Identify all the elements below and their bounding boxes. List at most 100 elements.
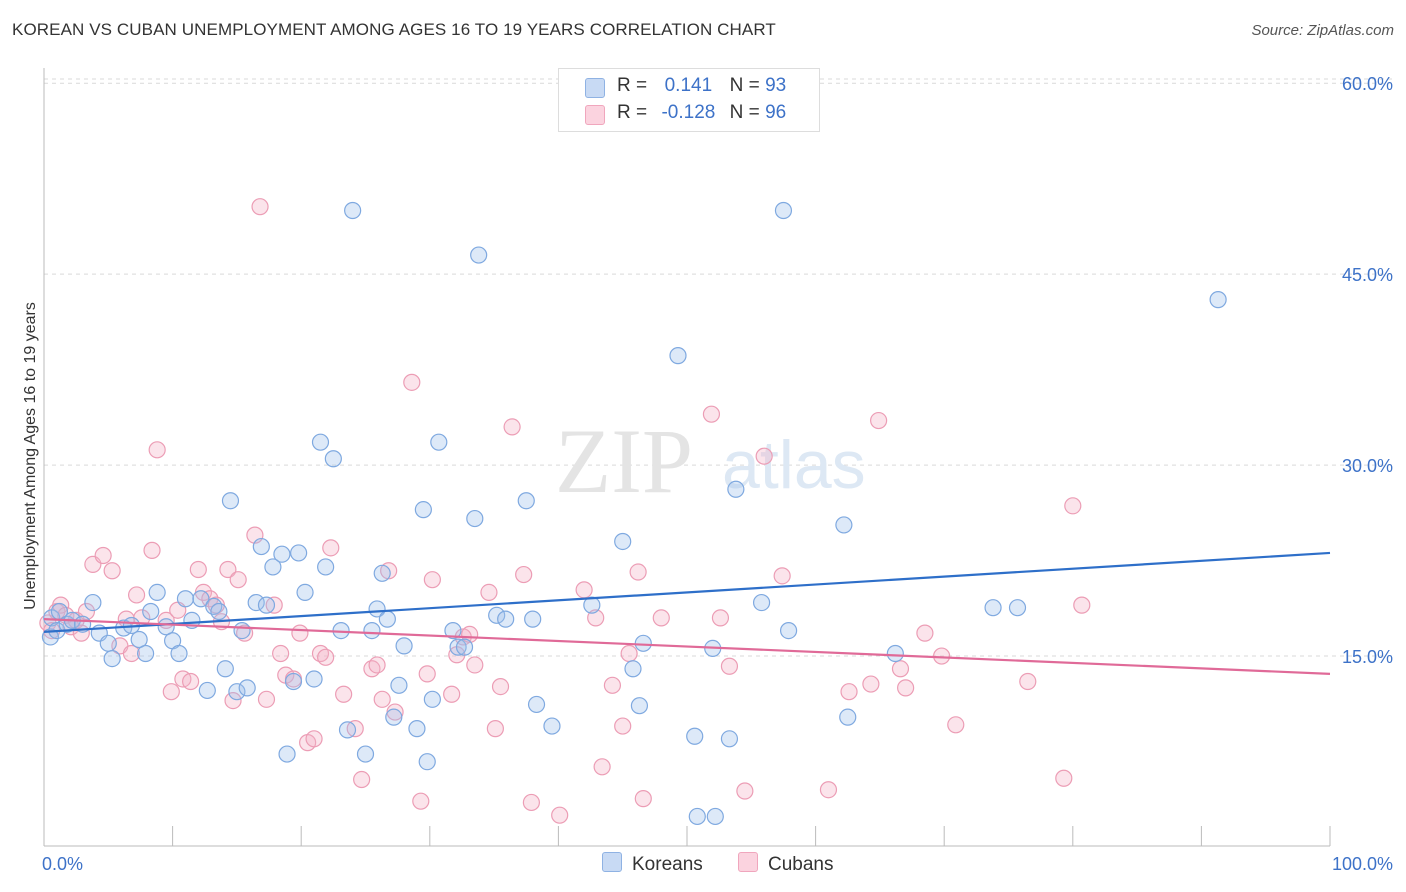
korean-point (720, 730, 739, 748)
korean-point (430, 433, 448, 451)
cuban-point (620, 644, 638, 663)
korean-point (497, 610, 515, 628)
korean-point (752, 593, 771, 612)
cuban-point (840, 683, 858, 701)
korean-point (228, 683, 246, 701)
cuban-point (1055, 769, 1073, 787)
korean-point (221, 492, 240, 510)
cuban-point (575, 581, 593, 599)
korean-point (669, 347, 687, 365)
cuban-point (94, 546, 112, 565)
korean-point (686, 727, 704, 745)
legend-n-value-cubans: 96 (765, 102, 787, 123)
chart-title: KOREAN VS CUBAN UNEMPLOYMENT AMONG AGES … (12, 20, 776, 39)
legend-r-label: R = (617, 75, 648, 96)
korean-point (170, 644, 188, 663)
korean-point (835, 516, 853, 534)
cuban-point (148, 441, 166, 459)
korean-point (414, 501, 432, 519)
korean-point (205, 597, 223, 616)
cuban-point (634, 790, 652, 808)
korean-point (290, 544, 308, 562)
cuban-point (189, 560, 207, 579)
korean-point (148, 583, 166, 602)
korean-point (706, 807, 724, 826)
y-tick-label: 45.0% (1342, 265, 1393, 285)
korean-point (455, 638, 474, 656)
cuban-point (52, 596, 70, 614)
korean-point (338, 721, 357, 739)
cuban-point (127, 586, 146, 604)
korean-point (273, 545, 291, 563)
korean-point (543, 717, 561, 735)
cuban-point (103, 562, 121, 580)
korean-point (363, 621, 381, 640)
korean-point (1008, 599, 1027, 617)
legend-r-label: R = (617, 102, 648, 123)
cuban-point (272, 644, 290, 663)
cuban-point (603, 676, 622, 694)
korean-point (1209, 291, 1227, 309)
cuban-point (870, 411, 888, 430)
legend-n-label: N = (729, 102, 760, 123)
bottom-legend-swatch-cubans (738, 852, 758, 872)
korean-point (192, 590, 210, 608)
korean-point (264, 558, 282, 576)
cuban-point (77, 602, 96, 621)
y-axis-label: Unemployment Among Ages 16 to 19 years (22, 302, 39, 610)
korean-point (984, 599, 1002, 617)
bottom-legend-swatch-koreans (602, 852, 622, 872)
cuban-point (862, 675, 880, 693)
watermark-atlas: atlas (722, 427, 866, 503)
korean-point (527, 695, 546, 714)
korean-point (296, 583, 314, 602)
korean-point (517, 492, 535, 510)
cuban-point (317, 648, 335, 666)
korean-point (774, 201, 793, 220)
cuban-point (143, 541, 161, 559)
korean-point (839, 708, 857, 726)
korean-point (157, 618, 175, 636)
cuban-point (412, 792, 430, 810)
cuban-point (736, 782, 754, 800)
korean-point (466, 509, 484, 528)
cuban-point (335, 685, 353, 703)
cuban-point (480, 583, 498, 602)
cuban-point (629, 563, 647, 581)
korean-point (423, 690, 441, 708)
korean-point (378, 610, 396, 628)
korean-point (317, 558, 335, 576)
watermark-zip: ZIP (555, 410, 693, 512)
cuban-point (897, 679, 915, 697)
cuban-point (702, 405, 721, 423)
source-label: Source: ZipAtlas.com (1251, 22, 1394, 39)
korean-point (216, 660, 234, 678)
cuban-point (593, 758, 611, 776)
legend-r-value-koreans: 0.141 (664, 75, 713, 96)
korean-point (238, 679, 256, 697)
korean-point (488, 606, 506, 624)
korean-point (449, 638, 467, 656)
korean-point (418, 753, 436, 771)
korean-point (385, 708, 403, 726)
cuban-point (257, 690, 276, 708)
korean-point (344, 201, 362, 220)
legend-n-label: N = (729, 75, 760, 96)
cuban-point (443, 685, 461, 703)
cuban-point (1064, 497, 1082, 515)
cuban-point (368, 656, 386, 674)
cuban-point (916, 624, 934, 642)
watermark: ZIP atlas (555, 410, 866, 512)
tick-labels: 15.0% 30.0% 45.0% 60.0% 0.0% 100.0% (42, 74, 1393, 874)
cuban-point (652, 609, 670, 627)
cuban-point (162, 683, 180, 701)
korean-point (284, 672, 303, 691)
cuban-point (229, 571, 247, 589)
cuban-point (305, 730, 323, 748)
cuban-point (755, 447, 773, 465)
korean-point (779, 621, 798, 640)
korean-point (886, 644, 904, 663)
korean-point (252, 537, 270, 556)
cuban-point (947, 716, 965, 734)
korean-point (247, 593, 265, 612)
